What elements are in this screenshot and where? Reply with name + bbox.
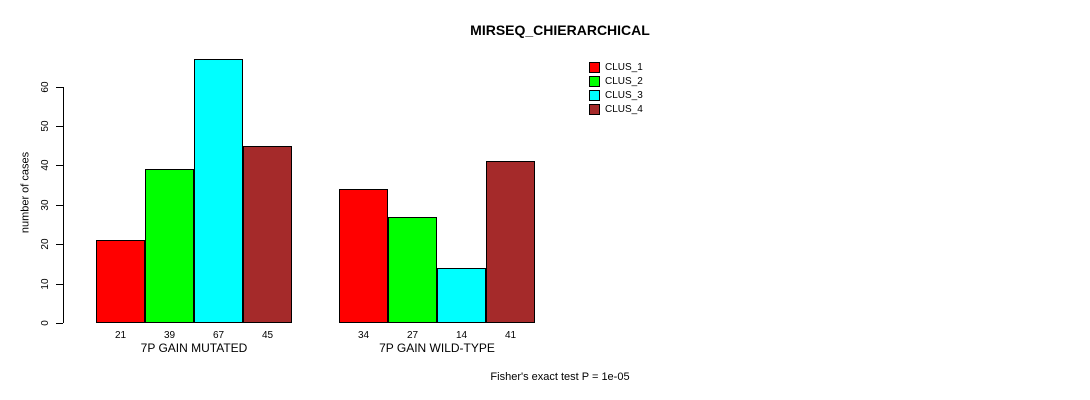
legend-swatch-clus_1 xyxy=(589,62,600,73)
legend-label: CLUS_2 xyxy=(605,76,643,87)
y-axis-tick xyxy=(56,86,63,88)
bar-clus_1-group2 xyxy=(339,189,388,323)
y-axis-tick xyxy=(56,126,63,127)
bar-clus_3-group2 xyxy=(437,267,486,323)
y-axis-tick-label: 60 xyxy=(40,81,51,93)
bar-value-label: 14 xyxy=(455,330,468,341)
legend-item-clus_2: CLUS_2 xyxy=(589,76,643,87)
y-axis-tick xyxy=(56,323,63,324)
legend-swatch-clus_2 xyxy=(589,76,600,87)
x-axis-group-label: 7P GAIN WILD-TYPE xyxy=(379,341,495,355)
bar-clus_2-group2 xyxy=(388,216,437,323)
bar-clus_2-group1 xyxy=(145,169,194,323)
bar-value-label: 67 xyxy=(212,330,225,341)
bar-value-label: 41 xyxy=(504,330,517,341)
y-axis-label: number of cases xyxy=(19,151,32,234)
bar-value-label: 27 xyxy=(406,330,419,341)
chart-title: MIRSEQ_CHIERARCHICAL xyxy=(470,22,650,38)
y-axis-tick xyxy=(56,244,63,246)
y-axis-tick-label: 10 xyxy=(40,278,51,290)
bar-value-label: 39 xyxy=(163,330,176,341)
bar-clus_1-group1 xyxy=(96,240,145,323)
legend-label: CLUS_1 xyxy=(605,62,643,73)
bar-value-label: 21 xyxy=(114,330,127,341)
legend-label: CLUS_3 xyxy=(605,90,643,101)
y-axis-tick-label: 40 xyxy=(40,159,51,171)
bar-clus_4-group2 xyxy=(486,161,535,323)
y-axis-tick-label: 30 xyxy=(40,199,51,211)
y-axis-tick xyxy=(56,165,63,167)
legend-item-clus_1: CLUS_1 xyxy=(589,62,643,73)
y-axis-tick xyxy=(56,283,63,285)
legend-swatch-clus_3 xyxy=(589,90,600,101)
bar-value-label: 34 xyxy=(357,330,370,341)
y-axis-tick-label: 20 xyxy=(40,238,51,250)
x-axis-group-label: 7P GAIN MUTATED xyxy=(140,341,248,355)
bar-clus_4-group1 xyxy=(243,145,292,323)
legend: CLUS_1 CLUS_2 CLUS_3 CLUS_4 xyxy=(589,62,643,118)
y-axis-tick xyxy=(56,204,63,206)
bar-value-label: 45 xyxy=(261,330,274,341)
legend-label: CLUS_4 xyxy=(605,104,643,115)
fisher-test-annotation: Fisher's exact test P = 1e-05 xyxy=(490,371,630,383)
legend-item-clus_3: CLUS_3 xyxy=(589,90,643,101)
y-axis-tick-label: 50 xyxy=(40,120,51,132)
legend-item-clus_4: CLUS_4 xyxy=(589,104,643,115)
legend-swatch-clus_4 xyxy=(589,104,600,115)
y-axis-tick-label: 0 xyxy=(40,320,51,326)
y-axis-line xyxy=(63,86,64,323)
bar-clus_3-group1 xyxy=(194,59,243,323)
